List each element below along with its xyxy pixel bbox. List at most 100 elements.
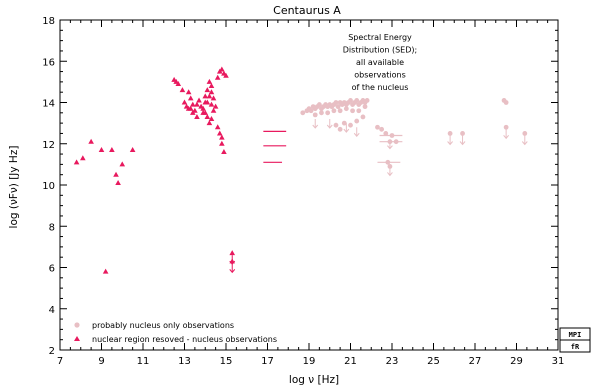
data-point-circle (503, 124, 509, 130)
x-tick-label: 11 (137, 356, 150, 367)
data-point-triangle (202, 93, 209, 99)
annotation-line: observations (354, 71, 405, 80)
logo-text-bottom: fR (571, 343, 580, 351)
upper-limit-arrowhead (387, 145, 393, 150)
x-tick-label: 15 (220, 356, 233, 367)
data-point-circle (350, 108, 355, 114)
data-point-triangle (175, 80, 182, 86)
upper-limit-arrowhead (312, 124, 319, 129)
data-point-triangle (206, 120, 213, 126)
upper-limit-arrowhead (326, 124, 333, 129)
data-point-triangle (206, 78, 213, 84)
data-point-circle (387, 139, 393, 145)
data-point-triangle (129, 146, 136, 152)
series-nucleus-only (300, 98, 528, 177)
data-point-circle (316, 102, 322, 107)
series-nuclear-region (73, 66, 287, 274)
data-point-triangle (200, 105, 206, 111)
data-point-triangle (73, 159, 80, 165)
data-point-triangle (214, 74, 221, 80)
data-point-circle (356, 108, 362, 114)
data-point-circle (375, 124, 380, 130)
x-tick-label: 23 (386, 356, 399, 367)
data-point-circle (447, 131, 453, 136)
data-point-circle (503, 100, 509, 105)
legend-marker-triangle (74, 336, 80, 341)
data-point-circle (337, 126, 343, 132)
y-axis-title: log (νFν) [Jy Hz] (8, 146, 20, 229)
x-tick-label: 19 (303, 356, 316, 367)
sed-annotation: Spectral Energy Distribution (SED); all av… (343, 33, 417, 92)
data-point-triangle (187, 95, 194, 101)
upper-limit-arrowhead (343, 128, 350, 133)
logo-text-top: MPI (569, 331, 582, 339)
data-point-triangle (208, 83, 215, 88)
upper-limit-arrowhead (387, 172, 393, 177)
data-point-triangle (216, 130, 223, 136)
data-point-circle (335, 104, 341, 110)
data-point-triangle (185, 89, 192, 95)
upper-limit-arrowhead (447, 141, 453, 146)
data-point-triangle (194, 113, 200, 119)
data-point-triangle (221, 149, 227, 154)
y-axis: 2 4 6 8 10 12 14 16 18 (42, 16, 558, 357)
x-axis-title: log ν [Hz] (289, 374, 339, 385)
x-tick-label: 9 (98, 356, 104, 367)
y-tick-label: 12 (42, 140, 55, 151)
y-tick-label: 14 (42, 99, 55, 110)
data-point-triangle (212, 103, 219, 109)
data-point-circle (337, 108, 343, 114)
data-point-circle (319, 110, 324, 116)
data-point-circle (360, 114, 366, 120)
data-point-circle (348, 122, 353, 128)
data-point-triangle (115, 179, 121, 185)
data-point-triangle (219, 66, 225, 72)
data-point-triangle (208, 101, 215, 107)
data-point-triangle (208, 89, 215, 95)
data-point-triangle (210, 95, 217, 101)
data-point-triangle (88, 138, 94, 144)
data-point-triangle (119, 161, 126, 167)
data-point-triangle (80, 155, 86, 161)
x-tick-label: 27 (469, 356, 482, 367)
data-point-circle (325, 110, 331, 116)
data-point-circle (387, 164, 393, 169)
data-point-circle (389, 133, 395, 138)
chart-title: Centaurus A (273, 4, 341, 17)
plot-frame (59, 19, 559, 351)
data-point-circle (333, 100, 339, 105)
y-tick-label: 18 (42, 16, 55, 27)
y-tick-label: 2 (49, 346, 55, 357)
data-point-triangle (223, 72, 229, 78)
data-point-triangle (181, 99, 188, 105)
upper-limit-arrowhead (521, 141, 528, 146)
annotation-line: all available (356, 58, 404, 67)
data-point-circle (383, 131, 389, 136)
data-point-triangle (192, 107, 198, 113)
data-point-triangle (204, 113, 211, 119)
data-point-triangle (194, 101, 200, 107)
legend-label-nucleus-only: probably nucleus only observations (92, 321, 234, 330)
data-point-circle (379, 126, 385, 132)
data-point-circle (300, 110, 306, 116)
data-point-triangle (102, 268, 109, 274)
x-tick-label: 31 (552, 356, 565, 367)
x-tick-label: 7 (57, 356, 63, 367)
data-point-triangle (219, 134, 225, 140)
annotation-line: Distribution (SED); (343, 46, 417, 55)
data-point-circle (362, 104, 368, 110)
x-tick-label: 25 (427, 356, 440, 367)
data-point-circle (348, 98, 353, 103)
upper-limit-arrowhead (353, 132, 360, 138)
data-point-circle (354, 98, 360, 103)
data-point-triangle (113, 171, 119, 177)
y-tick-label: 16 (42, 57, 55, 68)
data-point-triangle (219, 140, 225, 146)
plot-border (59, 19, 559, 351)
data-point-triangle (210, 107, 217, 113)
legend: probably nucleus only observations nucle… (74, 321, 277, 344)
upper-limit-arrowhead (503, 134, 510, 140)
data-point-circle (364, 98, 370, 103)
legend-label-nuclear-region: nuclear region resoved - nucleus observa… (92, 335, 277, 344)
data-point-triangle (229, 258, 236, 264)
